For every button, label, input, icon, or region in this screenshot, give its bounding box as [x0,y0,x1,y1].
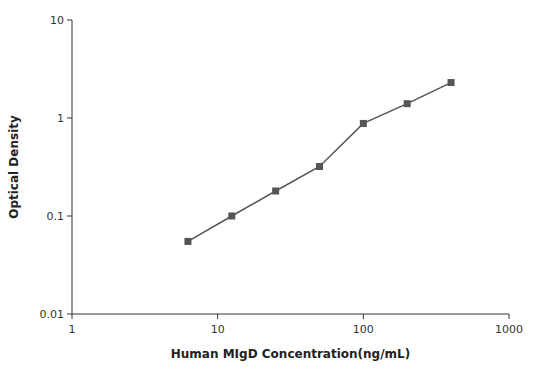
y-tick [67,118,72,119]
x-axis-label: Human MIgD Concentration(ng/mL) [171,347,410,361]
data-point [448,79,455,86]
x-tick-label: 100 [353,323,374,336]
chart: 1 10 100 1000 0.01 0.1 1 10 Human MIgD Concentra… [0,0,533,372]
data-point [228,213,235,220]
plot-area [184,79,454,245]
x-tick [509,314,510,319]
data-point [316,163,323,170]
x-tick [363,314,364,319]
chart-container: 1 10 100 1000 0.01 0.1 1 10 Human MIgD Concentra… [0,0,533,372]
y-axis-label: Optical Density [7,115,21,219]
y-tick-label: 10 [50,14,64,27]
y-axis-line [72,20,73,314]
x-axis-line [72,314,509,315]
data-point [404,100,411,107]
x-tick [72,314,73,319]
data-point [360,120,367,127]
x-tick [217,314,218,319]
x-tick-label: 1000 [495,323,523,336]
y-tick [67,216,72,217]
y-tick-label: 0.1 [47,210,65,223]
y-tick-label: 1 [57,112,64,125]
x-tick-label: 10 [211,323,225,336]
y-tick [67,20,72,21]
data-line [188,83,451,242]
data-point [272,187,279,194]
y-tick-label: 0.01 [40,308,65,321]
y-tick [67,314,72,315]
x-tick-label: 1 [69,323,76,336]
data-point [184,238,191,245]
